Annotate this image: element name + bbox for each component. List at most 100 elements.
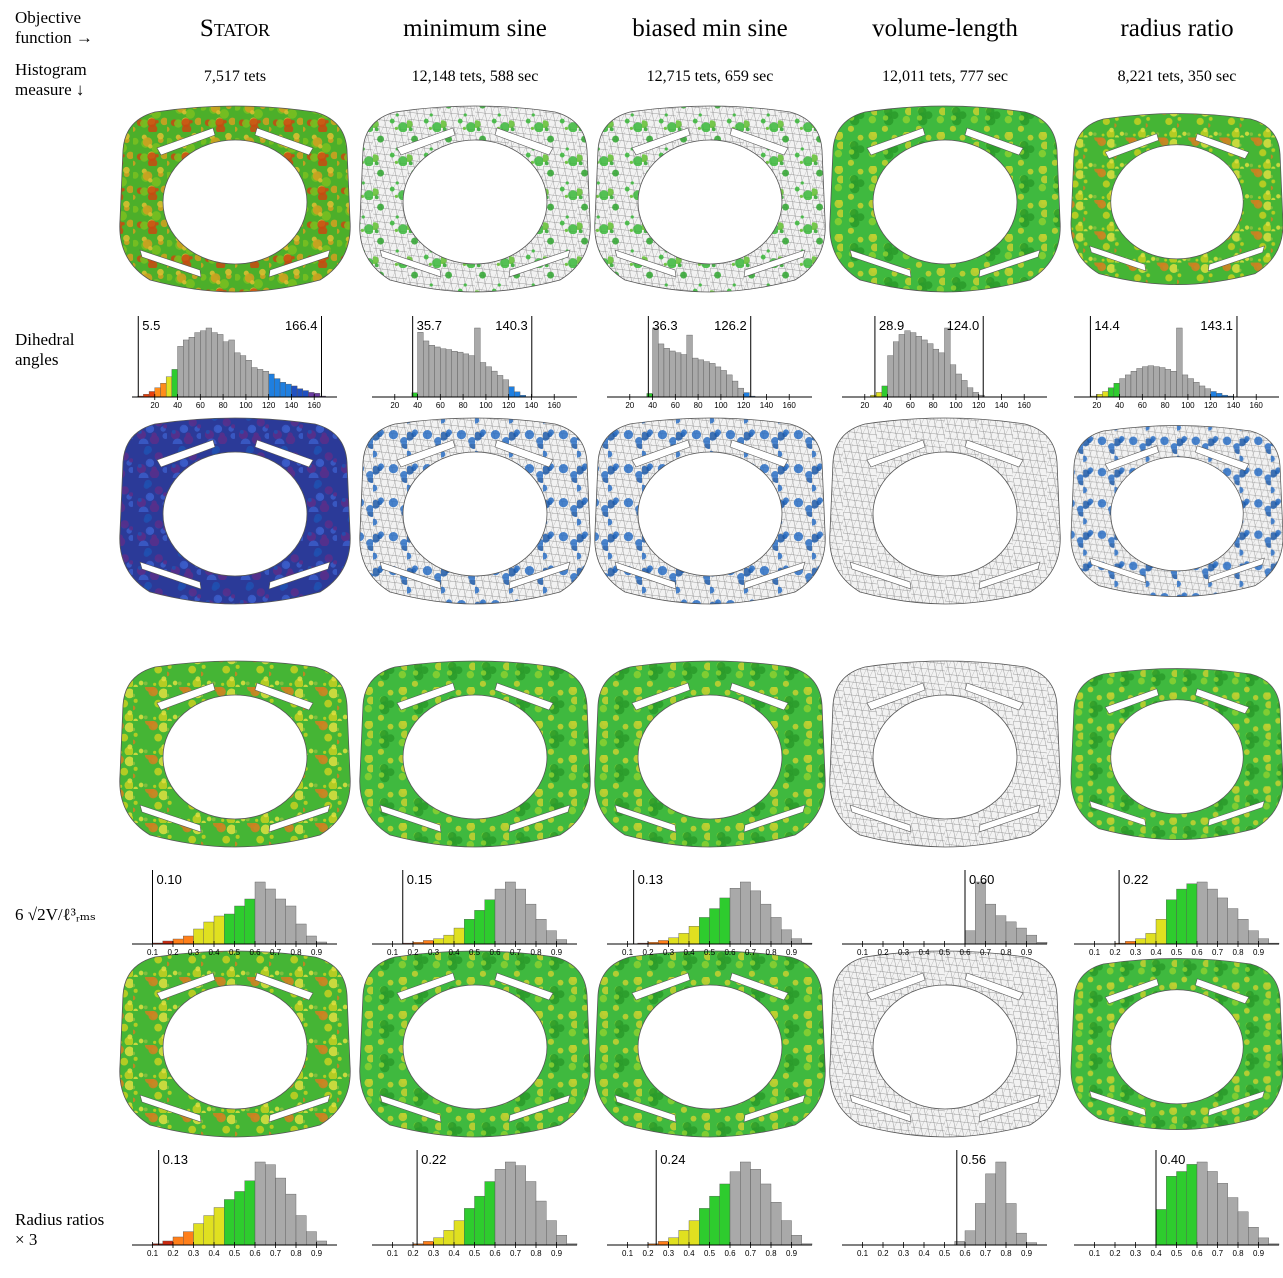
histogram-bar xyxy=(308,392,315,398)
histogram-bar xyxy=(770,917,782,945)
x-tick-label: 40 xyxy=(413,401,422,410)
histogram-bar xyxy=(927,343,934,398)
histogram-bar xyxy=(515,888,526,945)
histogram-bar xyxy=(1026,934,1037,945)
x-tick-label: 80 xyxy=(219,401,228,410)
histogram-bar xyxy=(1176,1171,1187,1246)
histogram-bar xyxy=(949,364,957,398)
mesh-slot xyxy=(254,439,314,468)
mesh-slot xyxy=(268,561,331,590)
histogram-bar xyxy=(915,336,922,398)
mesh-slot xyxy=(631,682,691,711)
x-tick-label: 80 xyxy=(459,401,468,410)
histogram-bar xyxy=(760,903,772,945)
x-tick-label: 100 xyxy=(239,401,253,410)
histogram-bar xyxy=(417,332,424,398)
x-tick-label: 0.7 xyxy=(510,1249,522,1258)
mesh-slot xyxy=(849,1094,912,1123)
column-title: volume-length xyxy=(872,15,1018,42)
histogram-bar xyxy=(688,1220,700,1246)
mesh-slot xyxy=(379,249,442,278)
mesh-slot xyxy=(396,439,456,468)
histogram-bar xyxy=(188,337,195,398)
mesh-slot xyxy=(866,682,926,711)
histogram-bar xyxy=(148,391,155,398)
x-tick-label: 0.5 xyxy=(229,1249,241,1258)
mesh-slot xyxy=(978,561,1041,590)
x-tick-label: 40 xyxy=(883,401,892,410)
x-tick-label: 0.6 xyxy=(249,948,261,957)
range-marker-label: 0.60 xyxy=(969,872,994,887)
mesh-surface xyxy=(829,950,1061,1138)
histogram-bar xyxy=(434,346,441,398)
x-tick-label: 0.5 xyxy=(469,948,481,957)
histogram-bar xyxy=(954,1241,966,1246)
mesh-slot xyxy=(964,127,1024,156)
mesh-slot xyxy=(849,561,912,590)
histogram-bar xyxy=(440,348,447,398)
x-tick-label: 120 xyxy=(502,401,516,410)
histogram-bar xyxy=(1217,1183,1228,1246)
histogram-bar xyxy=(1258,938,1269,945)
histogram-bar xyxy=(1176,327,1183,398)
objective-label: Objective function → xyxy=(15,8,93,47)
stator-mesh xyxy=(359,660,591,848)
mesh-slot xyxy=(729,439,789,468)
range-marker-label: 28.9 xyxy=(879,318,904,333)
x-tick-label: 0.2 xyxy=(1109,1249,1121,1258)
mesh-slot xyxy=(614,1094,677,1123)
mesh-slot xyxy=(743,1094,806,1123)
mesh-slot xyxy=(379,1094,442,1123)
x-tick-label: 0.8 xyxy=(1000,1249,1012,1258)
histogram-bar xyxy=(692,357,699,398)
x-tick-label: 0.6 xyxy=(959,1249,971,1258)
histogram-bar xyxy=(183,339,190,398)
histogram-bar xyxy=(302,390,309,398)
histogram-bar xyxy=(1159,367,1166,398)
histogram-bar xyxy=(244,898,256,945)
x-tick-label: 160 xyxy=(1018,401,1032,410)
histogram-bar xyxy=(881,385,888,398)
x-tick-label: 0.4 xyxy=(448,1249,460,1258)
histogram-bar xyxy=(1248,1227,1259,1246)
mesh-slot xyxy=(743,561,806,590)
histogram-bar xyxy=(875,392,883,398)
histogram-bar xyxy=(445,349,452,398)
row-label: 6 √2V/ℓ³ᵣₘₛ xyxy=(15,905,96,924)
x-tick-label: 0.2 xyxy=(877,1249,889,1258)
mesh-slot xyxy=(1089,557,1147,584)
histogram-bar xyxy=(1187,378,1194,398)
histogram-bar xyxy=(1186,883,1198,945)
histogram-bar xyxy=(898,334,905,398)
histogram-bar xyxy=(468,355,475,398)
histogram-bar xyxy=(515,1165,526,1246)
mesh-surface xyxy=(119,950,351,1138)
histogram-bar xyxy=(1237,1211,1249,1246)
x-tick-label: 0.7 xyxy=(510,948,522,957)
mesh-surface xyxy=(119,105,351,293)
range-marker-label: 0.15 xyxy=(407,872,432,887)
x-tick-label: 0.7 xyxy=(980,948,992,957)
histogram-bar xyxy=(732,380,739,398)
x-tick-label: 0.5 xyxy=(1171,948,1183,957)
mesh-slot xyxy=(1195,445,1250,471)
histogram-bar xyxy=(268,373,275,398)
mesh-slot xyxy=(1195,978,1250,1004)
mesh-surface xyxy=(829,660,1061,848)
mesh-slot xyxy=(978,1094,1041,1123)
histogram-bar xyxy=(222,341,230,398)
mesh-slot xyxy=(866,972,926,1001)
x-tick-label: 0.8 xyxy=(530,948,542,957)
histogram-bar xyxy=(1227,908,1239,945)
x-tick-label: 0.8 xyxy=(290,1249,302,1258)
histogram-bar xyxy=(1155,919,1167,945)
stator-mesh xyxy=(594,105,826,293)
range-marker-label: 0.22 xyxy=(1123,872,1148,887)
histogram-bar xyxy=(658,940,669,945)
histogram-bar xyxy=(474,1195,485,1246)
histogram-bar xyxy=(740,1161,751,1246)
x-tick-label: 0.9 xyxy=(551,1249,563,1258)
histogram-bar xyxy=(1170,371,1177,398)
x-tick-label: 0.8 xyxy=(530,1249,542,1258)
stator-mesh xyxy=(594,660,826,848)
